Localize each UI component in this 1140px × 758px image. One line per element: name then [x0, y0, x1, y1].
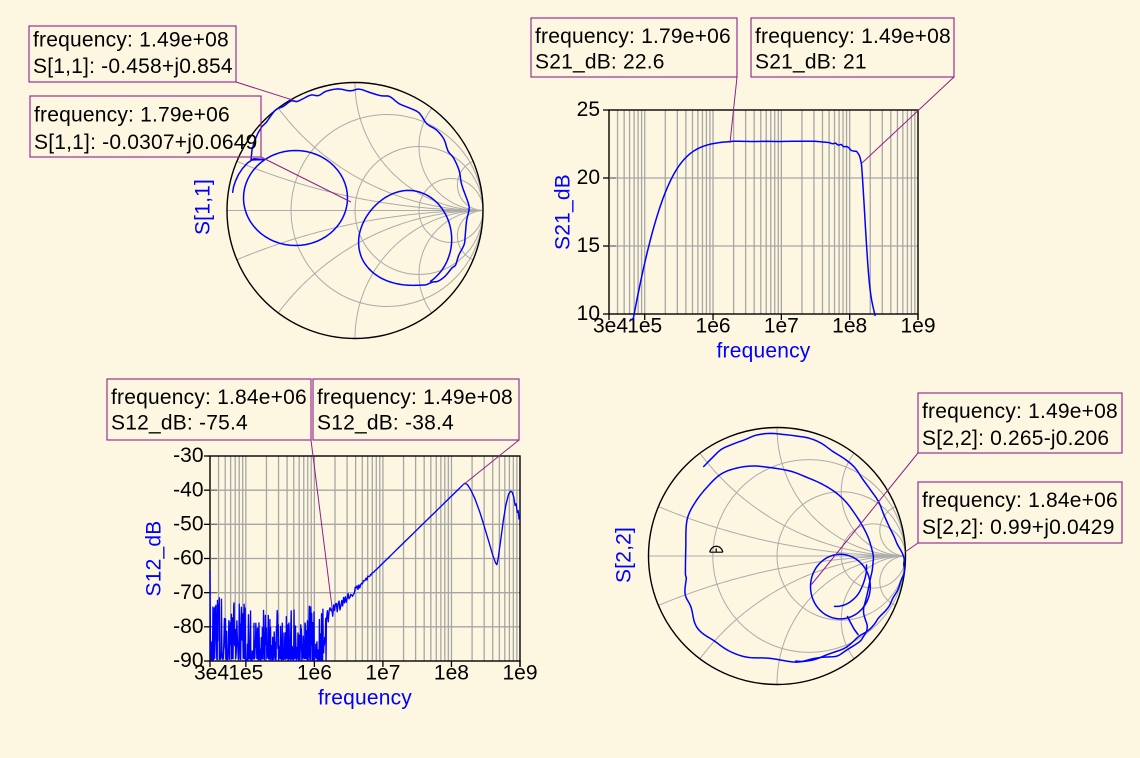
svg-text:1e7: 1e7 — [365, 662, 400, 685]
svg-text:15: 15 — [577, 234, 600, 257]
svg-text:frequency: 1.79e+06: frequency: 1.79e+06 — [535, 25, 731, 48]
svg-text:S[2,2]: 0.99+j0.0429: S[2,2]: 0.99+j0.0429 — [922, 516, 1115, 539]
svg-text:-40: -40 — [173, 478, 203, 501]
svg-text:frequency: 1.84e+06: frequency: 1.84e+06 — [111, 386, 307, 409]
svg-text:-60: -60 — [173, 547, 203, 570]
svg-text:S[1,1]: -0.458+j0.854: S[1,1]: -0.458+j0.854 — [33, 55, 233, 78]
svg-text:1e6: 1e6 — [297, 662, 332, 685]
svg-text:1e9: 1e9 — [900, 315, 935, 338]
svg-text:1e9: 1e9 — [502, 662, 537, 685]
svg-text:S[1,1]: S[1,1] — [192, 179, 215, 235]
svg-text:1e8: 1e8 — [832, 315, 867, 338]
svg-text:-50: -50 — [173, 513, 203, 536]
svg-text:3e4: 3e4 — [194, 662, 229, 685]
svg-text:1e7: 1e7 — [764, 315, 799, 338]
svg-text:S21_dB: 21: S21_dB: 21 — [755, 51, 867, 74]
svg-text:20: 20 — [577, 166, 600, 189]
svg-text:S[2,2]: S[2,2] — [613, 527, 636, 583]
svg-text:-80: -80 — [173, 615, 203, 638]
svg-text:S12_dB: -38.4: S12_dB: -38.4 — [317, 412, 454, 435]
svg-text:frequency: 1.49e+08: frequency: 1.49e+08 — [922, 400, 1118, 423]
svg-text:frequency: 1.49e+08: frequency: 1.49e+08 — [755, 25, 951, 48]
svg-text:frequency: 1.49e+08: frequency: 1.49e+08 — [33, 29, 229, 52]
svg-text:frequency: 1.79e+06: frequency: 1.79e+06 — [34, 104, 230, 127]
svg-text:frequency: 1.84e+06: frequency: 1.84e+06 — [922, 489, 1118, 512]
svg-text:frequency: 1.49e+08: frequency: 1.49e+08 — [317, 386, 513, 409]
svg-text:S12_dB: S12_dB — [143, 521, 166, 597]
svg-text:S[2,2]: 0.265-j0.206: S[2,2]: 0.265-j0.206 — [922, 427, 1109, 450]
svg-text:frequency: frequency — [716, 340, 810, 363]
svg-text:-70: -70 — [173, 581, 203, 604]
svg-text:S12_dB: -75.4: S12_dB: -75.4 — [111, 412, 248, 435]
svg-text:-90: -90 — [173, 649, 203, 672]
svg-text:S21_dB: S21_dB — [552, 174, 575, 250]
svg-text:1e8: 1e8 — [434, 662, 469, 685]
svg-text:1e5: 1e5 — [627, 315, 662, 338]
svg-text:S21_dB: 22.6: S21_dB: 22.6 — [535, 51, 665, 74]
svg-text:25: 25 — [577, 98, 600, 121]
svg-text:frequency: frequency — [318, 687, 412, 710]
svg-text:1e6: 1e6 — [696, 315, 731, 338]
svg-text:3e4: 3e4 — [593, 315, 628, 338]
svg-text:10: 10 — [577, 302, 600, 325]
svg-text:-30: -30 — [173, 444, 203, 467]
svg-text:S[1,1]: -0.0307+j0.0649: S[1,1]: -0.0307+j0.0649 — [34, 131, 258, 154]
svg-text:1e5: 1e5 — [228, 662, 263, 685]
